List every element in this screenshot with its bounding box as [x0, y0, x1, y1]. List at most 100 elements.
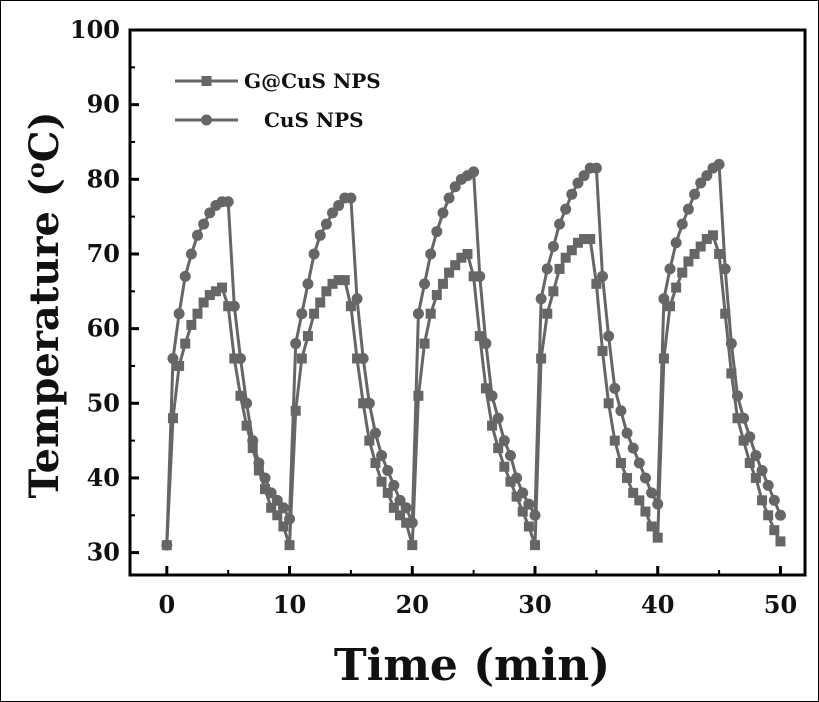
y-axis-ticks: 30 40 50 60 70 80 90 100 [70, 15, 139, 567]
data-point [658, 293, 670, 305]
data-point [763, 510, 774, 521]
data-point [431, 226, 443, 238]
x-axis-ticks: 0 10 20 30 40 50 [158, 566, 797, 619]
data-point [658, 353, 669, 364]
legend: G@CuS NPS CuS NPS [175, 69, 381, 132]
data-point [277, 502, 289, 514]
data-point [646, 487, 658, 499]
x-tick-label: 30 [518, 590, 551, 619]
y-tick-label: 50 [87, 388, 120, 417]
data-point [597, 346, 608, 357]
y-axis-title-unit: C) [21, 111, 68, 162]
data-point [725, 338, 737, 350]
data-point [622, 472, 633, 483]
data-point [542, 308, 553, 319]
data-point [222, 196, 234, 208]
data-point [517, 506, 528, 517]
data-point [775, 536, 786, 547]
data-point [750, 472, 761, 483]
data-point [756, 464, 768, 476]
data-point [296, 353, 307, 364]
data-point [241, 420, 252, 431]
data-point [320, 218, 332, 230]
data-point [744, 431, 756, 443]
data-point [689, 248, 700, 259]
data-point [376, 450, 388, 462]
data-point [388, 479, 400, 491]
data-point [413, 390, 424, 401]
data-point [566, 245, 577, 256]
data-point [437, 278, 448, 289]
series-line [165, 233, 782, 547]
data-point [529, 509, 541, 521]
data-point [639, 472, 651, 484]
data-point [443, 192, 455, 204]
data-point [210, 286, 221, 297]
data-point [376, 476, 387, 487]
data-point [541, 263, 553, 275]
data-point [505, 476, 516, 487]
data-point [572, 237, 583, 248]
data-point [272, 510, 283, 521]
data-point [590, 162, 602, 174]
data-point [456, 252, 467, 263]
data-point [493, 443, 504, 454]
data-point [530, 540, 540, 551]
data-point [504, 450, 516, 462]
data-point [235, 390, 246, 401]
data-point [523, 498, 535, 510]
data-point [474, 270, 486, 282]
data-point [308, 248, 320, 260]
data-point [487, 420, 498, 431]
data-point [628, 487, 639, 498]
data-point [271, 494, 283, 506]
data-point [597, 270, 608, 282]
data-point [186, 319, 197, 330]
data-point [167, 413, 178, 424]
data-point [738, 412, 750, 424]
y-tick-label: 40 [87, 463, 120, 492]
data-point [204, 207, 216, 219]
data-point [768, 494, 780, 506]
data-point [627, 442, 639, 454]
data-point [449, 181, 461, 193]
data-point [266, 502, 277, 513]
data-point [670, 237, 682, 249]
data-point [468, 166, 480, 178]
data-point [695, 241, 706, 252]
y-axis-title-degree: o [21, 162, 50, 178]
data-point [167, 352, 179, 364]
plot-area-border [128, 28, 807, 577]
data-point [480, 338, 492, 350]
data-point [260, 484, 270, 495]
data-point [732, 413, 743, 424]
data-point [400, 502, 412, 514]
data-point [547, 241, 559, 253]
data-point [732, 390, 743, 402]
data-point [198, 218, 210, 230]
data-point [327, 207, 338, 219]
data-point [615, 405, 627, 417]
data-point [769, 525, 780, 536]
data-point [486, 390, 498, 402]
data-point [247, 435, 259, 447]
data-point [566, 188, 578, 200]
data-point [401, 517, 412, 528]
legend-marker [201, 114, 212, 126]
data-point [585, 234, 596, 245]
data-point [425, 308, 436, 319]
data-point [603, 330, 615, 342]
data-point [394, 494, 406, 506]
data-point [750, 450, 762, 462]
data-point [217, 282, 228, 293]
data-point [554, 263, 565, 274]
legend-label: CuS NPS [264, 108, 364, 132]
data-point [578, 170, 590, 182]
data-point [382, 464, 394, 476]
data-point [290, 405, 301, 416]
data-point [406, 517, 418, 529]
data-point [683, 256, 694, 267]
data-point [265, 487, 277, 499]
data-point [701, 170, 713, 182]
data-point [480, 383, 491, 394]
